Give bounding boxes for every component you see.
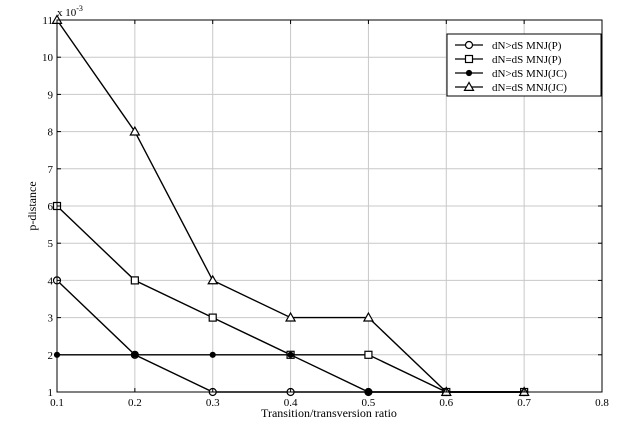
x-tick-label: 0.3 xyxy=(206,397,220,409)
point-dot xyxy=(131,351,138,358)
point-dot xyxy=(287,351,294,358)
point-triangle xyxy=(285,311,297,322)
point-dot xyxy=(209,351,216,358)
x-tick-label: 0.1 xyxy=(50,397,64,409)
legend-item: dN=dS MNJ(P) xyxy=(455,54,562,66)
point-triangle xyxy=(129,125,141,136)
x-axis-label: Transition/transversion ratio xyxy=(261,406,397,420)
y-tick-label: 6 xyxy=(48,201,54,213)
y-tick-label: 8 xyxy=(48,127,54,139)
y-tick-label: 9 xyxy=(48,89,54,101)
legend-item: dN=dS MNJ(JC) xyxy=(455,81,567,94)
point-circle xyxy=(464,40,474,50)
legend-label: dN=dS MNJ(P) xyxy=(492,54,562,66)
legend-label: dN>dS MNJ(JC) xyxy=(492,68,567,80)
legend-label: dN=dS MNJ(JC) xyxy=(492,82,567,94)
legend-item: dN>dS MNJ(P) xyxy=(455,40,562,52)
point-dot xyxy=(465,69,473,77)
x-tick-label: 0.5 xyxy=(362,397,376,409)
legend-label: dN>dS MNJ(P) xyxy=(492,40,562,52)
point-square xyxy=(364,350,373,359)
x-tick-label: 0.6 xyxy=(439,397,453,409)
y-tick-label: 4 xyxy=(48,275,54,287)
y-tick-label: 1 xyxy=(48,387,54,399)
y-tick-label: 2 xyxy=(48,350,54,362)
point-square xyxy=(464,54,474,64)
point-square xyxy=(208,313,217,322)
x-tick-label: 0.2 xyxy=(128,397,142,409)
x-tick-label: 0.7 xyxy=(517,397,531,409)
y-tick-label: 7 xyxy=(48,164,54,176)
legend-item: dN>dS MNJ(JC) xyxy=(455,68,567,80)
point-triangle xyxy=(362,311,374,322)
x-tick-label: 0.4 xyxy=(284,397,298,409)
y-tick-label: 3 xyxy=(48,313,54,325)
y-tick-label: 11 xyxy=(42,15,53,27)
y-tick-label: 10 xyxy=(42,52,54,64)
x-ticks: 0.1 0.2 0.3 0.4 0.5 0.6 0.7 0.8 xyxy=(50,20,609,409)
point-square xyxy=(130,276,139,285)
y-axis-label: p-distance xyxy=(25,181,39,230)
point-triangle xyxy=(207,274,219,285)
point-triangle xyxy=(463,81,475,91)
y-ticks: 1 2 3 4 5 6 7 8 9 10 11 xyxy=(42,15,602,399)
legend: dN>dS MNJ(P) dN=dS MNJ(P) dN>dS MNJ(JC) dN=… xyxy=(446,33,602,97)
y-multiplier-label: x 10-3 xyxy=(57,4,83,19)
x-tick-label: 0.8 xyxy=(595,397,609,409)
y-tick-label: 5 xyxy=(48,238,54,250)
